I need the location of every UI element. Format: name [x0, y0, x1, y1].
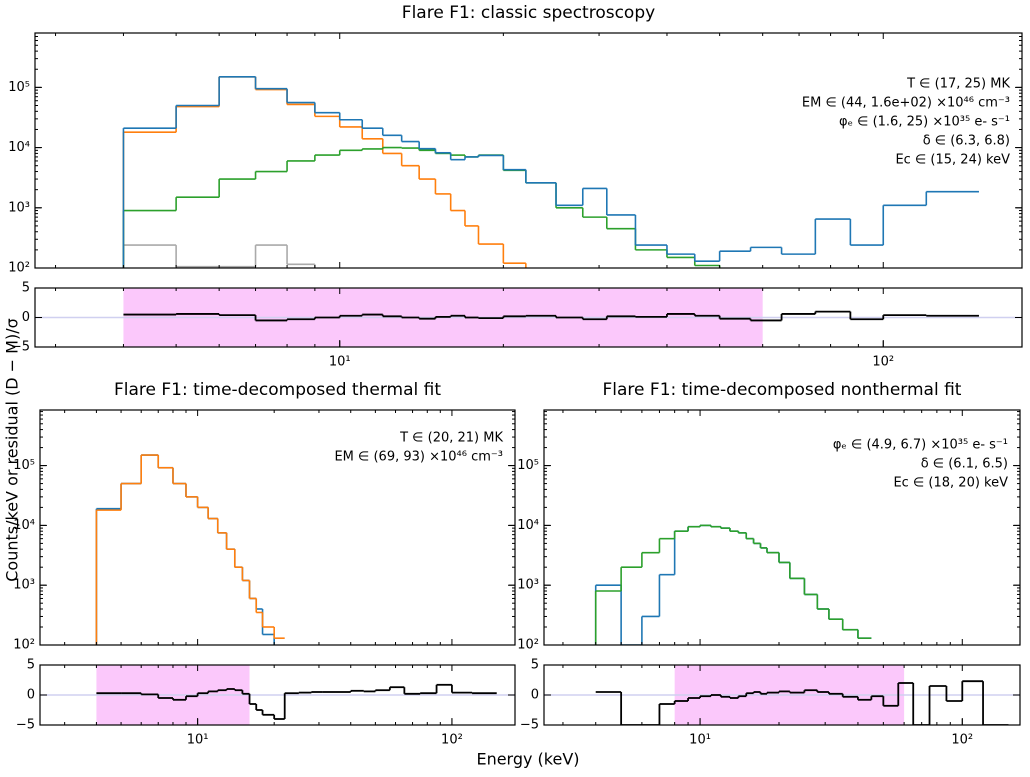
- annotation: T ∈ (20, 21) MK: [399, 431, 503, 446]
- x-axis-label: Energy (keV): [476, 750, 579, 769]
- plot-area: [40, 665, 515, 725]
- panel-title: Flare F1: time-decomposed thermal fit: [114, 380, 441, 400]
- x-tick-label: 10¹: [329, 355, 351, 370]
- y-tick-label: 10⁴: [517, 518, 539, 533]
- annotation: Ec ∈ (15, 24) keV: [895, 153, 1010, 168]
- plot-area: [95, 454, 285, 645]
- panel-title: Flare F1: classic spectroscopy: [402, 3, 655, 23]
- y-tick-label: 0: [531, 688, 539, 703]
- y-tick-label: −5: [520, 718, 539, 733]
- annotation: T ∈ (17, 25) MK: [906, 77, 1010, 92]
- y-tick-label: −5: [11, 340, 30, 355]
- axes-frame: [39, 409, 516, 646]
- y-tick-label: 10⁵: [517, 458, 539, 473]
- y-tick-label: −5: [16, 718, 35, 733]
- y-tick-label: 10²: [13, 638, 35, 653]
- annotation: φₑ ∈ (1.6, 25) ×10³⁵ e- s⁻¹: [839, 115, 1010, 130]
- y-tick-label: 0: [22, 310, 30, 325]
- y-tick-label: 10²: [517, 638, 539, 653]
- annotation: EM ∈ (44, 1.6e+02) ×10⁴⁶ cm⁻³: [802, 96, 1010, 111]
- plot-area: [35, 288, 1022, 347]
- annotation: δ ∈ (6.3, 6.8): [923, 134, 1010, 149]
- annotation: φₑ ∈ (4.9, 6.7) ×10³⁵ e- s⁻¹: [833, 438, 1008, 453]
- y-tick-label: 10³: [13, 578, 35, 593]
- plot-area: [122, 75, 979, 268]
- annotation: δ ∈ (6.1, 6.5): [921, 457, 1008, 472]
- annotation: Ec ∈ (18, 20) keV: [893, 476, 1008, 491]
- x-tick-label: 10²: [951, 733, 973, 748]
- y-tick-label: 10⁵: [8, 80, 30, 95]
- y-tick-label: 10⁵: [13, 458, 35, 473]
- x-tick-label: 10¹: [689, 733, 711, 748]
- y-tick-label: 5: [22, 281, 30, 296]
- plot-area: [594, 524, 872, 645]
- annotation: EM ∈ (69, 93) ×10⁴⁶ cm⁻³: [334, 450, 503, 465]
- y-tick-label: 10⁴: [8, 140, 30, 155]
- plot-area: [544, 665, 1020, 725]
- y-tick-label: 0: [27, 688, 35, 703]
- axes-frame: [543, 409, 1021, 646]
- y-axis-label: Counts/keV or residual (D − M)/σ: [3, 318, 22, 581]
- y-tick-label: 10³: [8, 200, 30, 215]
- y-tick-label: 10³: [517, 578, 539, 593]
- x-tick-label: 10¹: [187, 733, 209, 748]
- panel-title: Flare F1: time-decomposed nonthermal fit: [603, 380, 962, 400]
- axes-frame: [39, 664, 516, 726]
- axes-frame: [543, 664, 1021, 726]
- x-tick-label: 10²: [872, 355, 894, 370]
- axes-frame: [34, 32, 1023, 269]
- x-tick-label: 10²: [441, 733, 463, 748]
- y-tick-label: 5: [531, 658, 539, 673]
- y-tick-label: 10⁴: [13, 518, 35, 533]
- y-tick-label: 5: [27, 658, 35, 673]
- axes-frame: [34, 287, 1023, 348]
- y-tick-label: 10²: [8, 261, 30, 276]
